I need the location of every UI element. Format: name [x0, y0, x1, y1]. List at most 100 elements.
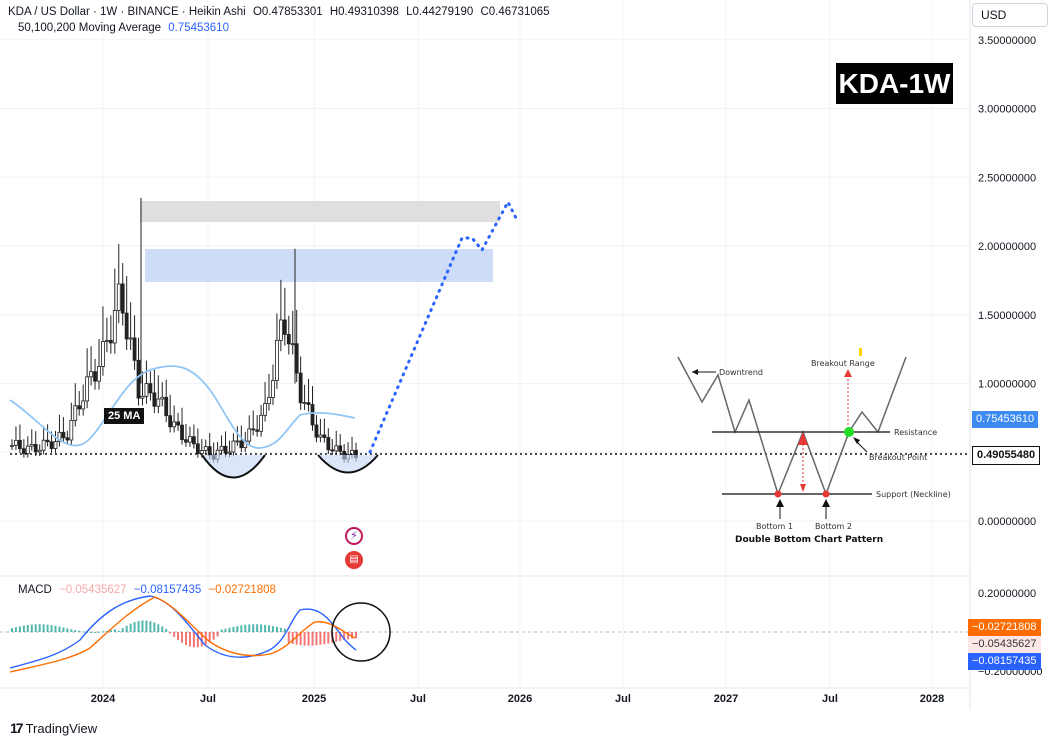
macd-hist-bar	[343, 632, 346, 641]
chart-badge: KDA-1W	[836, 63, 953, 104]
macd-line-tag: −0.08157435	[968, 653, 1041, 670]
macd-hist-bar	[275, 626, 278, 632]
pattern-resistance-label: Resistance	[894, 428, 937, 437]
macd-legend-label[interactable]: MACD	[18, 584, 52, 596]
macd-legend-macd: −0.08157435	[133, 584, 202, 596]
macd-hist-bar	[347, 632, 350, 640]
macd-hist-bar	[153, 622, 156, 632]
price-tick-label: 2.00000000	[978, 241, 1036, 253]
time-tick-label: Jul	[615, 693, 631, 705]
macd-hist-bar	[82, 631, 85, 633]
lightning-icon[interactable]: ⚡	[345, 527, 363, 545]
symbol-header: KDA / US Dollar · 1W · BINANCE · Heikin …	[8, 6, 554, 18]
macd-hist-bar	[216, 632, 219, 637]
range-measure-up-arrow	[798, 432, 808, 445]
macd-hist-bar	[339, 632, 342, 641]
macd-hist-bar	[109, 630, 112, 632]
macd-hist-bar	[34, 624, 37, 632]
double-bottom-diagram: Downtrend Breakout Range Resistance Brea…	[677, 348, 951, 545]
candle-body	[29, 443, 34, 447]
ohlc-open: O0.47853301	[252, 6, 323, 18]
candle-body	[69, 420, 74, 441]
candle-body	[263, 403, 267, 416]
bottom2-dot	[822, 490, 830, 498]
price-tick-label: 3.00000000	[978, 104, 1036, 116]
candle-body	[33, 443, 38, 453]
time-tick-label: Jul	[200, 693, 216, 705]
bottom1-arrowhead	[776, 499, 784, 507]
time-tick-label: 2026	[508, 693, 532, 705]
pattern-breakout-range-label: Breakout Range	[811, 359, 875, 368]
macd-hist-bar	[307, 632, 310, 646]
price-tick-label: 0.00000000	[978, 516, 1036, 528]
macd-hist-bar	[78, 630, 81, 632]
candle-body	[104, 340, 109, 342]
macd-hist-bar	[212, 632, 215, 640]
macd-hist-bar	[121, 628, 124, 632]
macd-hist-bar	[232, 626, 235, 632]
candle-body	[112, 310, 117, 344]
candle-body	[334, 445, 339, 452]
macd-hist-tag: −0.05435627	[968, 636, 1041, 653]
moving-average-line	[9, 365, 356, 449]
macd-hist-bar	[161, 626, 164, 632]
macd-hist-bar	[196, 632, 199, 648]
tradingview-logo: 17	[10, 720, 24, 736]
macd-hist-bar	[177, 632, 180, 641]
footer-brand[interactable]: 17 TradingView	[10, 720, 97, 736]
macd-hist-bar	[224, 628, 227, 632]
ma-legend: 50,100,200 Moving Average 0.75453610	[18, 22, 233, 34]
candle-body	[18, 439, 22, 450]
candle-body	[231, 440, 236, 453]
symbol-title[interactable]: KDA / US Dollar · 1W · BINANCE · Heikin …	[8, 6, 246, 18]
candle-body	[116, 283, 121, 311]
blue-resistance-zone	[145, 249, 493, 282]
macd-hist-bar	[181, 632, 184, 643]
macd-hist-bar	[335, 632, 338, 642]
candle-body	[140, 395, 145, 399]
pattern-bottom1-label: Bottom 1	[756, 522, 793, 531]
macd-hist-bar	[184, 632, 187, 645]
ma-legend-value: 0.75453610	[168, 22, 229, 34]
candle-body	[271, 380, 275, 398]
range-measure-down-arrow	[800, 484, 806, 492]
macd-hist-bar	[291, 632, 294, 644]
candle-body	[290, 343, 295, 346]
flag-icon[interactable]: ▤	[345, 551, 363, 569]
candle-body	[227, 451, 232, 454]
candle-body	[93, 371, 97, 382]
macd-hist-bar	[319, 632, 322, 645]
currency-selector[interactable]: USD	[972, 3, 1048, 27]
macd-hist-bar	[252, 624, 255, 632]
candle-body	[314, 424, 319, 438]
macd-hist-bar	[129, 623, 132, 632]
macd-hist-bar	[141, 620, 144, 632]
candle-body	[168, 415, 173, 428]
macd-hist-bar	[208, 632, 211, 643]
candle-body	[73, 405, 78, 421]
macd-hist-bar	[240, 625, 243, 632]
time-tick-label: 2027	[714, 693, 738, 705]
candle-body	[247, 428, 252, 442]
candle-body	[124, 312, 129, 340]
candle-body	[219, 445, 224, 451]
ma-legend-label[interactable]: 50,100,200 Moving Average	[18, 22, 162, 34]
macd-hist-bar	[303, 632, 306, 646]
macd-hist-bar	[287, 632, 290, 644]
candle-body	[49, 441, 54, 449]
candle-body	[310, 404, 315, 426]
tradingview-brand: TradingView	[25, 720, 98, 736]
macd-hist-bar	[66, 628, 69, 632]
bottom1-dot	[774, 490, 782, 498]
candle-body	[318, 434, 323, 438]
macd-hist-bar	[26, 624, 29, 632]
candle-body	[144, 383, 149, 397]
candle-body	[239, 440, 244, 449]
macd-hist-bar	[248, 624, 251, 632]
candle-body	[203, 446, 208, 451]
macd-hist-bar	[54, 625, 57, 632]
candle-body	[286, 334, 291, 345]
candle-body	[14, 439, 18, 446]
candle-body	[120, 283, 125, 314]
